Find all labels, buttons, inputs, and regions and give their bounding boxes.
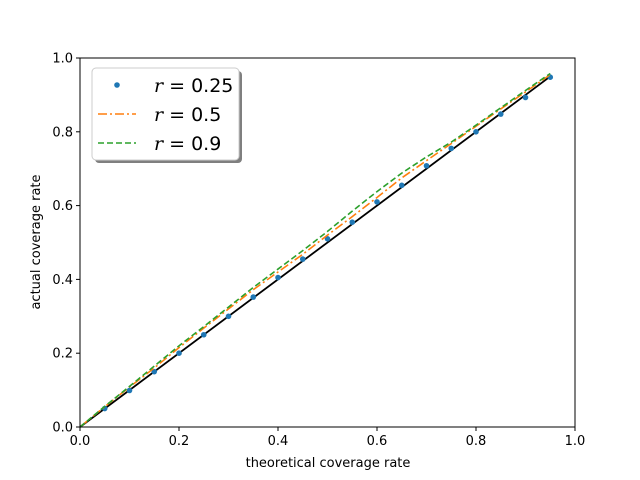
series-0-25-point	[423, 162, 430, 169]
x-tick-label: 0.2	[169, 434, 190, 449]
series-0-25-point	[398, 182, 405, 189]
series-0-25-point	[324, 236, 331, 242]
series-0-25-point	[176, 350, 182, 357]
x-tick-label: 1.0	[565, 434, 586, 449]
y-tick-label: 0.4	[52, 273, 73, 288]
x-tick-label: 0.4	[268, 434, 289, 449]
series-0-25-point	[522, 94, 529, 101]
series-0-25-point	[299, 256, 306, 262]
legend-box	[91, 67, 240, 161]
x-tick-label: 0.8	[466, 434, 487, 449]
y-tick-label: 1.0	[52, 52, 73, 67]
legend: r = 0.25 r = 0.5 r = 0.9	[91, 67, 242, 163]
x-axis-label: theoretical coverage rate	[246, 456, 411, 471]
y-axis-label: actual coverage rate	[29, 174, 44, 309]
legend-0-25-label: r = 0.25	[154, 75, 233, 97]
series-0-25-point	[250, 294, 257, 300]
series-0-25-point	[151, 368, 158, 375]
series-0-25-point	[225, 313, 232, 320]
legend-0-9-label: r = 0.9	[154, 133, 221, 155]
y-tick-label: 0.6	[52, 199, 73, 214]
series-0-9-line	[79, 72, 551, 428]
x-tick-label: 0.6	[367, 434, 388, 449]
series-0-25-point	[473, 129, 479, 135]
plot-frame	[79, 57, 576, 428]
legend-0-25-marker	[114, 82, 120, 88]
series-0-25-point	[374, 199, 380, 205]
x-tick-label: 0.0	[70, 434, 91, 449]
series-0-25-point	[497, 111, 504, 117]
series-0-25-point	[126, 387, 133, 394]
series-0-5-line	[79, 73, 551, 428]
legend-0-5-label: r = 0.5	[154, 104, 221, 126]
plot-area	[79, 57, 576, 428]
y-tick-label: 0.8	[52, 125, 73, 140]
y-axis-ticks: 0.0 0.2 0.4 0.6 0.8 1.0	[52, 52, 80, 436]
series-0-25-point	[448, 145, 455, 152]
y-tick-label: 0.2	[52, 347, 73, 362]
y-tick-label: 0.0	[52, 421, 73, 436]
series-0-25-point	[275, 274, 281, 281]
series-0-25-point	[200, 331, 207, 338]
series-0-25-point	[349, 219, 356, 226]
x-axis-ticks: 0.0 0.2 0.4 0.6 0.8 1.0	[70, 427, 586, 449]
reference-line	[79, 75, 551, 428]
